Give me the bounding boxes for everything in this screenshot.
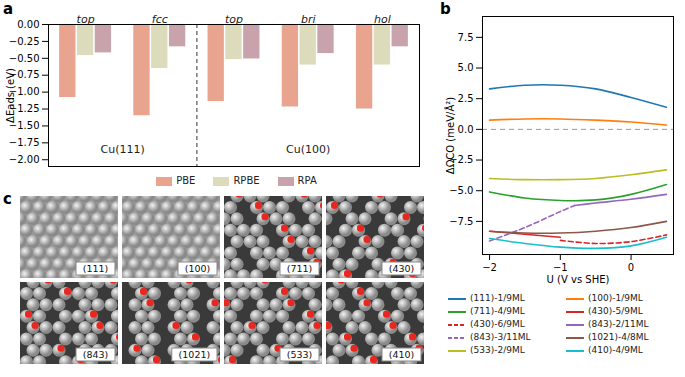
- svg-text:−0.50: −0.50: [9, 53, 40, 64]
- svg-text:−1.50: −1.50: [8, 120, 40, 132]
- svg-text:−2: −2: [482, 262, 497, 273]
- svg-text:0.00: 0.00: [17, 19, 39, 30]
- html-text:RPA: RPA: [297, 175, 317, 186]
- svg-text:Cu(100): Cu(100): [286, 143, 330, 156]
- html-text:(410)-4/9ML: (410)-4/9ML: [588, 345, 643, 355]
- svg-text:−0.75: −0.75: [8, 69, 40, 81]
- svg-text:−5.0: −5.0: [449, 185, 473, 196]
- html-text:(111)-1/9ML: (111)-1/9ML: [470, 293, 525, 303]
- svg-text:−2.00: −2.00: [9, 154, 40, 165]
- svg-text:5.0: 5.0: [458, 62, 474, 73]
- svg-text:hol: hol: [374, 13, 391, 27]
- svg-text:−1: −1: [553, 262, 568, 273]
- svg-text:−2.5: −2.5: [449, 154, 474, 166]
- svg-text:(1021): (1021): [179, 349, 211, 360]
- svg-text:−1.25: −1.25: [8, 103, 40, 115]
- svg-text:0: 0: [628, 262, 634, 273]
- html-text:(843)-2/11ML: (843)-2/11ML: [588, 319, 649, 329]
- html-text:(1021)-4/8ML: (1021)-4/8ML: [588, 332, 649, 342]
- svg-text:−0.25: −0.25: [9, 36, 40, 47]
- html-text:(533)-2/9ML: (533)-2/9ML: [470, 345, 525, 355]
- svg-text:(533): (533): [287, 349, 313, 360]
- svg-text:(711): (711): [287, 263, 313, 274]
- svg-text:−1.75: −1.75: [9, 137, 40, 148]
- html-text:RPBE: RPBE: [233, 175, 260, 186]
- svg-text:ΔEads (eV): ΔEads (eV): [5, 68, 16, 123]
- svg-text:(410): (410): [389, 349, 415, 360]
- svg-text:top: top: [76, 13, 95, 27]
- svg-text:Cu(111): Cu(111): [101, 143, 145, 156]
- html-text:PBE: PBE: [176, 175, 196, 186]
- svg-text:2.5: 2.5: [458, 93, 474, 104]
- svg-text:−7.5: −7.5: [449, 216, 473, 227]
- svg-text:(100): (100): [185, 263, 211, 274]
- html-text:c: c: [3, 190, 12, 208]
- svg-text:U (V vs SHE): U (V vs SHE): [547, 274, 610, 285]
- svg-text:top: top: [225, 13, 243, 27]
- svg-text:(111): (111): [83, 263, 109, 274]
- svg-text:(843): (843): [83, 349, 109, 360]
- html-text:b: b: [440, 0, 451, 18]
- html-text:a: a: [3, 0, 14, 18]
- svg-text:bri: bri: [300, 13, 316, 27]
- svg-text:(430): (430): [389, 263, 415, 274]
- html-text:(430)-6/9ML: (430)-6/9ML: [470, 319, 525, 329]
- svg-text:7.5: 7.5: [458, 32, 474, 43]
- svg-text:ΔΩCO (meV/Å²): ΔΩCO (meV/Å²): [444, 97, 456, 174]
- html-text:(430)-5/9ML: (430)-5/9ML: [588, 306, 643, 316]
- html-text:(100)-1/9ML: (100)-1/9ML: [588, 293, 643, 303]
- svg-text:0.0: 0.0: [458, 124, 474, 135]
- svg-text:−1.00: −1.00: [8, 86, 40, 98]
- html-text:(843)-3/11ML: (843)-3/11ML: [470, 332, 531, 342]
- html-text:(711)-4/9ML: (711)-4/9ML: [470, 306, 525, 316]
- svg-text:fcc: fcc: [151, 13, 168, 27]
